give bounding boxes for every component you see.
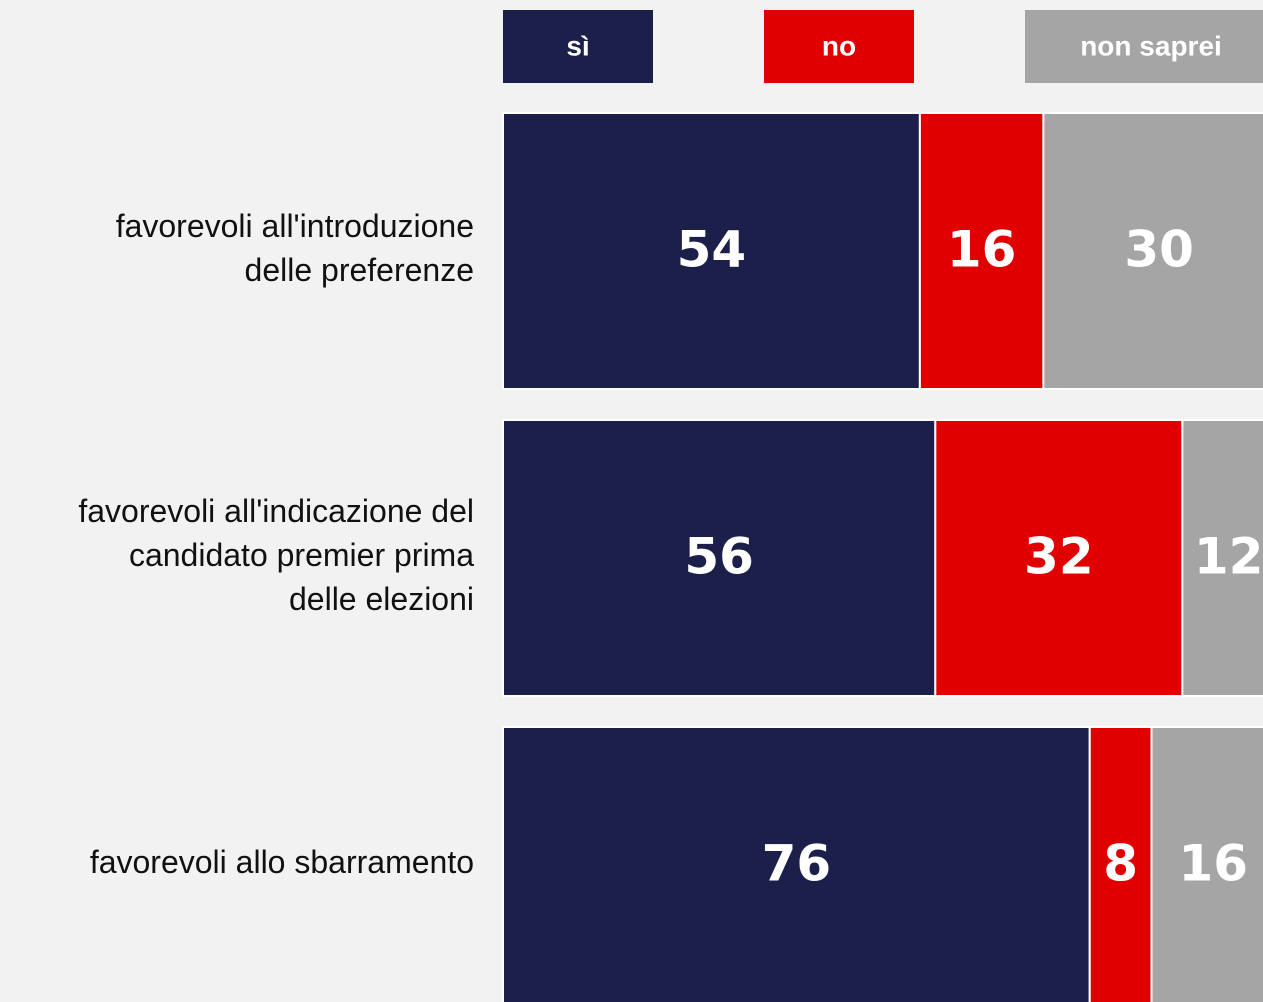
- data-label: 56: [684, 528, 754, 586]
- category-label: favorevoli all'introduzione delle prefere…: [116, 208, 474, 288]
- data-label: 16: [947, 221, 1017, 279]
- bar-segment: [1088, 726, 1153, 1002]
- bar-segment: [918, 112, 1045, 390]
- legend-swatch: [503, 10, 653, 83]
- data-label: 54: [677, 221, 747, 279]
- legend-label: non saprei: [1080, 30, 1222, 61]
- category-label: favorevoli allo sbarramento: [90, 844, 474, 880]
- data-label: 12: [1194, 528, 1263, 586]
- legend-swatch: [1025, 10, 1263, 83]
- bar-segment: [502, 112, 921, 390]
- bar-segment: [1150, 726, 1263, 1002]
- bar-segment: [502, 419, 937, 697]
- bar-segment: [1181, 419, 1263, 697]
- data-label: 32: [1024, 528, 1094, 586]
- bar-segment: [1042, 112, 1263, 390]
- data-label: 30: [1124, 221, 1194, 279]
- bar-segment: [934, 419, 1184, 697]
- bar-segment: [502, 726, 1091, 1002]
- data-label: 76: [762, 835, 832, 893]
- legend-swatch: [764, 10, 914, 83]
- data-label: 16: [1178, 835, 1248, 893]
- category-label: favorevoli all'indicazione del candidato …: [78, 493, 474, 617]
- legend-label: no: [822, 30, 856, 61]
- data-label: 8: [1103, 835, 1138, 893]
- legend-label: sì: [566, 30, 589, 61]
